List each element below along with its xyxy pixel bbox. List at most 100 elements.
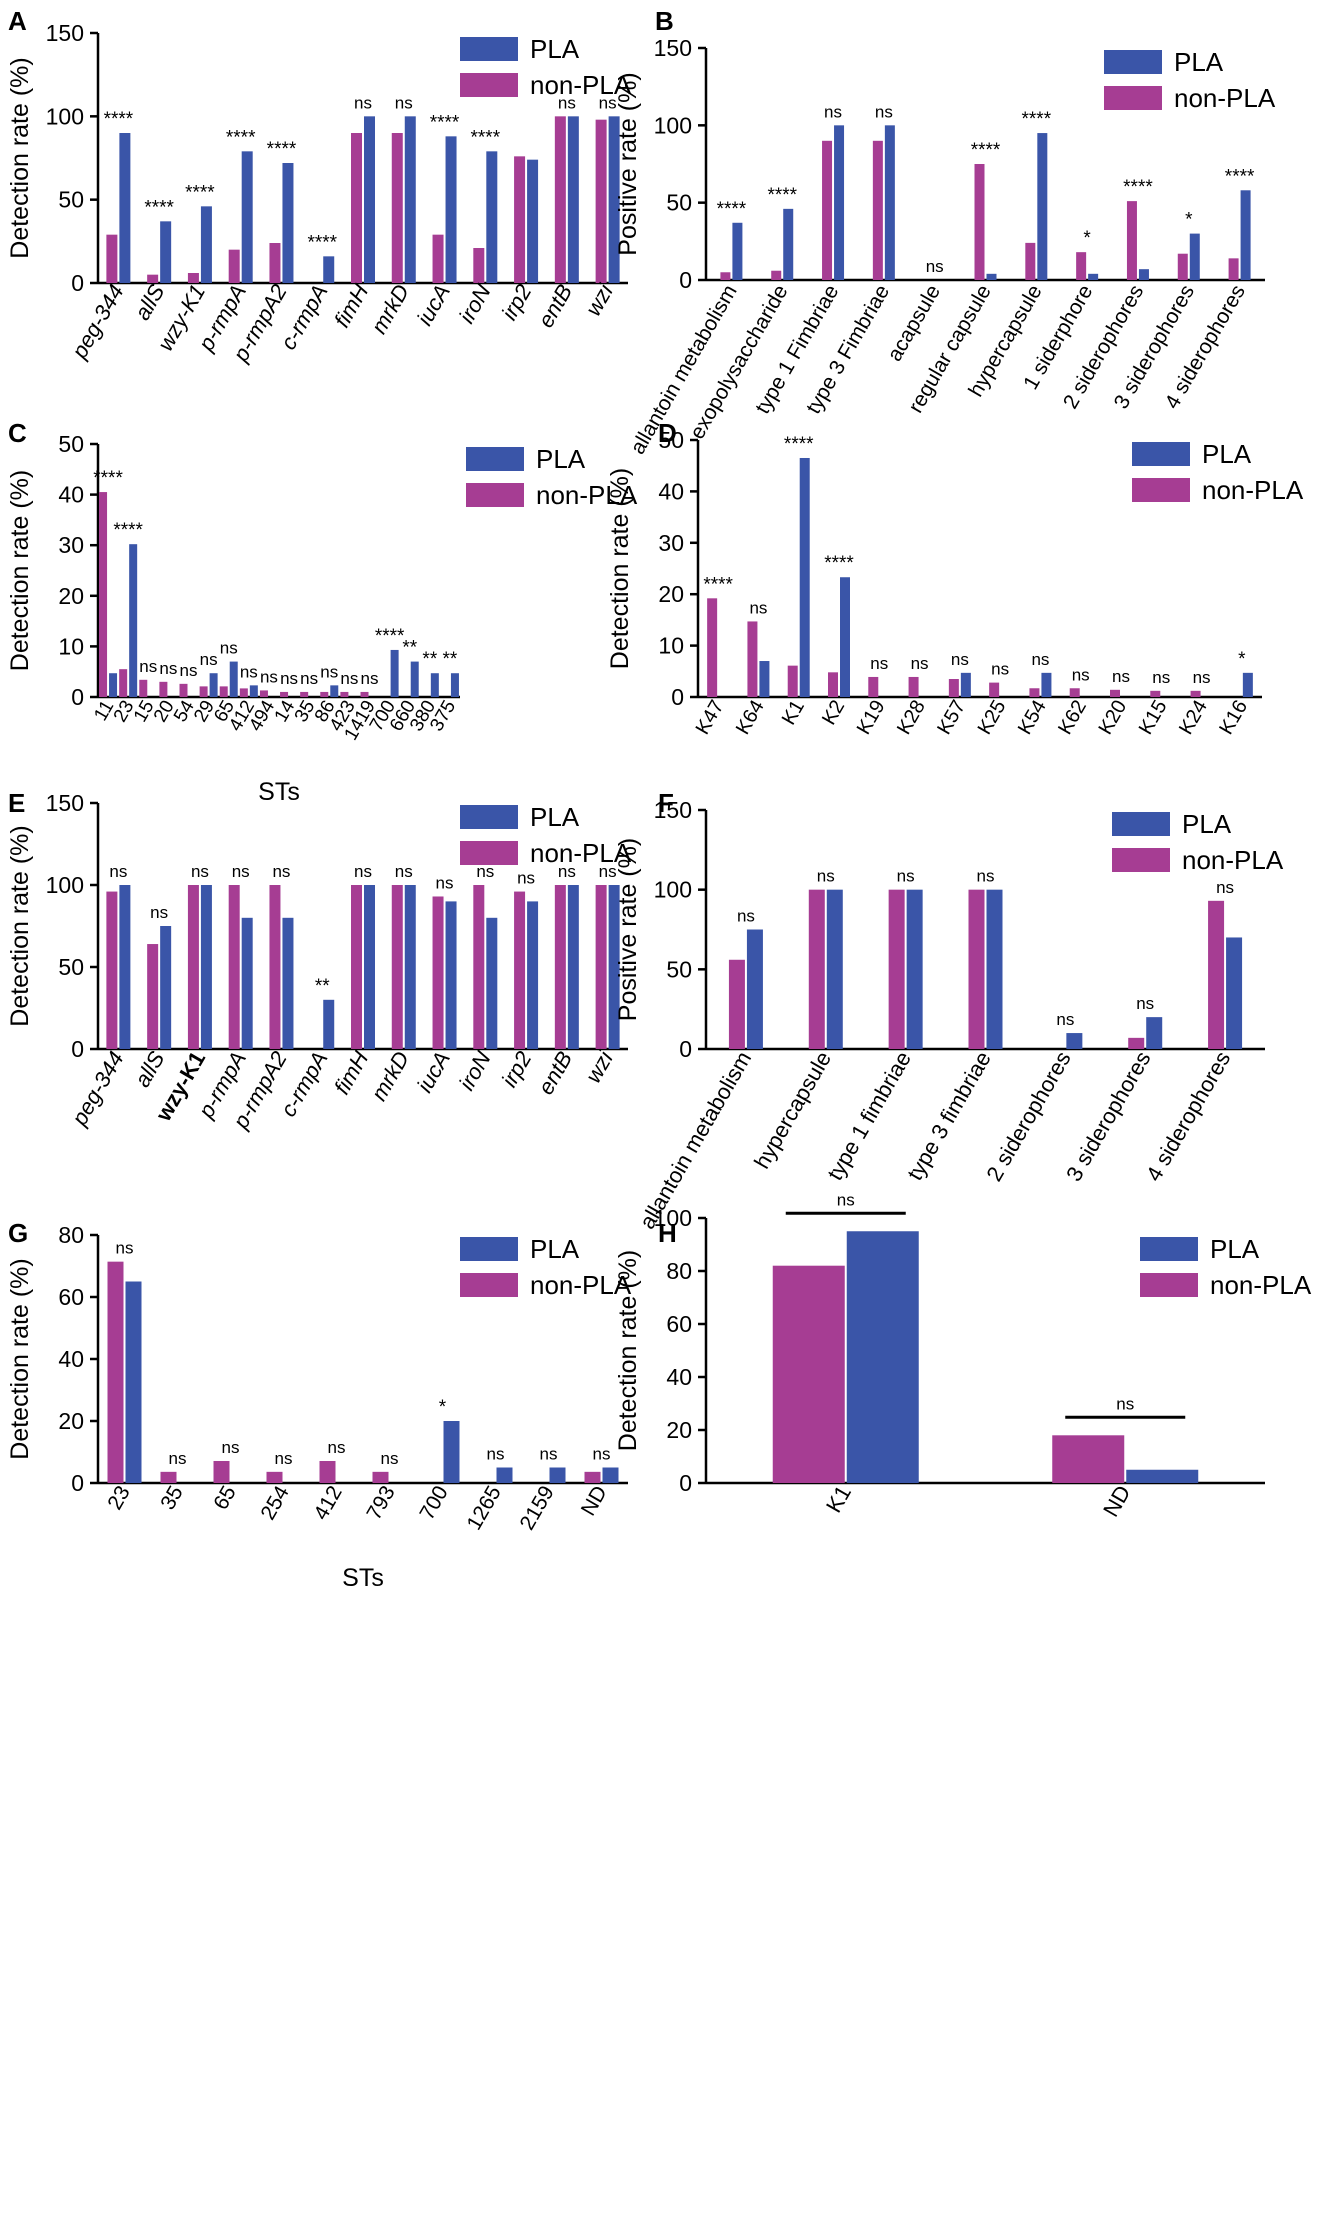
x-tick-label: K28 bbox=[893, 697, 930, 739]
bar-pla bbox=[241, 151, 253, 283]
significance-label: **** bbox=[1123, 177, 1153, 198]
bar-pla bbox=[160, 926, 172, 1049]
y-tick-label: 60 bbox=[58, 1284, 84, 1310]
bar-non-pla bbox=[989, 682, 1000, 697]
legend-label: non-PLA bbox=[536, 480, 638, 510]
legend-swatch-non-pla bbox=[460, 1273, 518, 1297]
x-tick-label: K1 bbox=[821, 1481, 856, 1517]
bar-non-pla bbox=[300, 691, 309, 697]
y-axis-label: Positive rate (%) bbox=[614, 838, 642, 1021]
significance-label: ns bbox=[260, 667, 278, 686]
x-tick-label: 4 siderophores bbox=[1141, 1047, 1235, 1186]
significance-label: ns bbox=[191, 862, 209, 881]
legend-label: PLA bbox=[536, 444, 586, 474]
x-tick-label: K24 bbox=[1175, 697, 1212, 739]
bar-non-pla bbox=[1150, 690, 1161, 697]
x-tick-label: 65 bbox=[209, 1482, 241, 1514]
y-tick-label: 40 bbox=[666, 1364, 692, 1390]
bar-pla bbox=[119, 885, 131, 1049]
bar-non-pla bbox=[595, 885, 607, 1049]
bar-non-pla bbox=[1190, 690, 1201, 697]
y-tick-label: 100 bbox=[654, 877, 692, 903]
significance-label: **** bbox=[185, 182, 215, 203]
significance-label: **** bbox=[104, 109, 134, 130]
x-tick-label: 412 bbox=[309, 1482, 346, 1524]
significance-label: ns bbox=[737, 907, 755, 926]
y-axis-label: Detection rate (%) bbox=[6, 470, 34, 671]
y-tick-label: 60 bbox=[666, 1311, 692, 1337]
x-axis-label: STs bbox=[258, 778, 300, 806]
y-axis-label: Positive rate (%) bbox=[614, 72, 642, 255]
legend-label: PLA bbox=[1174, 47, 1224, 77]
significance-label: ns bbox=[159, 659, 177, 678]
bar-pla bbox=[486, 917, 498, 1049]
legend-label: non-PLA bbox=[1202, 475, 1304, 505]
legend-swatch-non-pla bbox=[1132, 478, 1190, 502]
legend-label: PLA bbox=[1210, 1234, 1260, 1264]
panel-letter: G bbox=[8, 1218, 28, 1248]
bar-non-pla bbox=[473, 248, 485, 283]
significance-label: ns bbox=[1216, 878, 1234, 897]
legend-swatch-non-pla bbox=[1112, 848, 1170, 872]
bar-non-pla bbox=[119, 669, 128, 697]
significance-label: ns bbox=[1193, 668, 1211, 687]
bar-non-pla bbox=[974, 164, 985, 280]
y-tick-label: 0 bbox=[71, 684, 84, 710]
legend-label: non-PLA bbox=[530, 70, 632, 100]
bar-pla bbox=[160, 221, 172, 283]
significance-label: ns bbox=[517, 869, 535, 888]
bar-non-pla bbox=[159, 681, 168, 697]
bar-pla bbox=[1037, 133, 1048, 280]
bar-pla bbox=[364, 116, 375, 283]
bar-non-pla bbox=[99, 492, 108, 697]
bar-non-pla bbox=[720, 272, 731, 280]
significance-label: **** bbox=[144, 197, 174, 218]
legend: PLA non-PLA bbox=[460, 802, 632, 868]
significance-label: ns bbox=[200, 650, 218, 669]
bar-pla bbox=[527, 901, 539, 1049]
bar-pla bbox=[986, 889, 1003, 1049]
bar-pla bbox=[241, 917, 253, 1049]
significance-label: ns bbox=[558, 93, 576, 112]
x-tick-label: 23 bbox=[103, 1482, 135, 1514]
significance-label: ns bbox=[1112, 667, 1130, 686]
y-tick-label: 100 bbox=[654, 1205, 692, 1231]
bar-non-pla bbox=[139, 679, 148, 697]
x-tick-label: type 3 fimbriae bbox=[902, 1047, 996, 1184]
significance-label: **** bbox=[1022, 109, 1052, 130]
bar-pla bbox=[759, 661, 770, 697]
significance-label: **** bbox=[1225, 166, 1255, 187]
x-tick-label: 700 bbox=[415, 1482, 452, 1524]
x-tick-label: K47 bbox=[692, 697, 729, 739]
y-tick-label: 50 bbox=[58, 954, 84, 980]
x-tick-label: 2159 bbox=[516, 1482, 559, 1534]
bar-non-pla bbox=[351, 133, 362, 283]
x-axis-label: STs bbox=[342, 1564, 384, 1592]
bar-non-pla bbox=[1228, 258, 1239, 280]
legend-label: non-PLA bbox=[530, 838, 632, 868]
legend-swatch-pla bbox=[466, 447, 524, 471]
panel-letter: E bbox=[8, 788, 25, 818]
x-tick-label: K54 bbox=[1014, 697, 1051, 739]
y-tick-label: 50 bbox=[658, 427, 684, 453]
bar-pla bbox=[826, 889, 843, 1049]
significance-label: ns bbox=[116, 1239, 134, 1258]
legend-swatch-non-pla bbox=[460, 841, 518, 865]
y-tick-label: 0 bbox=[71, 1036, 84, 1062]
y-tick-label: 0 bbox=[71, 1470, 84, 1496]
bar-pla bbox=[119, 133, 131, 283]
x-tick-label: type 1 fimbriae bbox=[822, 1047, 916, 1184]
bar-non-pla bbox=[1177, 253, 1188, 280]
bar-pla bbox=[445, 901, 457, 1049]
bar-non-pla bbox=[968, 889, 985, 1049]
bar-pla bbox=[430, 673, 439, 697]
panel-f: F 0 50 100 150 Positive rate (%) ns allantoin m… bbox=[614, 788, 1284, 1233]
bar-pla bbox=[1066, 1033, 1083, 1049]
significance-label: ns bbox=[436, 873, 454, 892]
bar-pla bbox=[323, 999, 335, 1049]
bar-non-pla bbox=[106, 891, 118, 1049]
significance-label: ns bbox=[593, 1445, 611, 1464]
x-tick-label: K2 bbox=[818, 697, 849, 729]
